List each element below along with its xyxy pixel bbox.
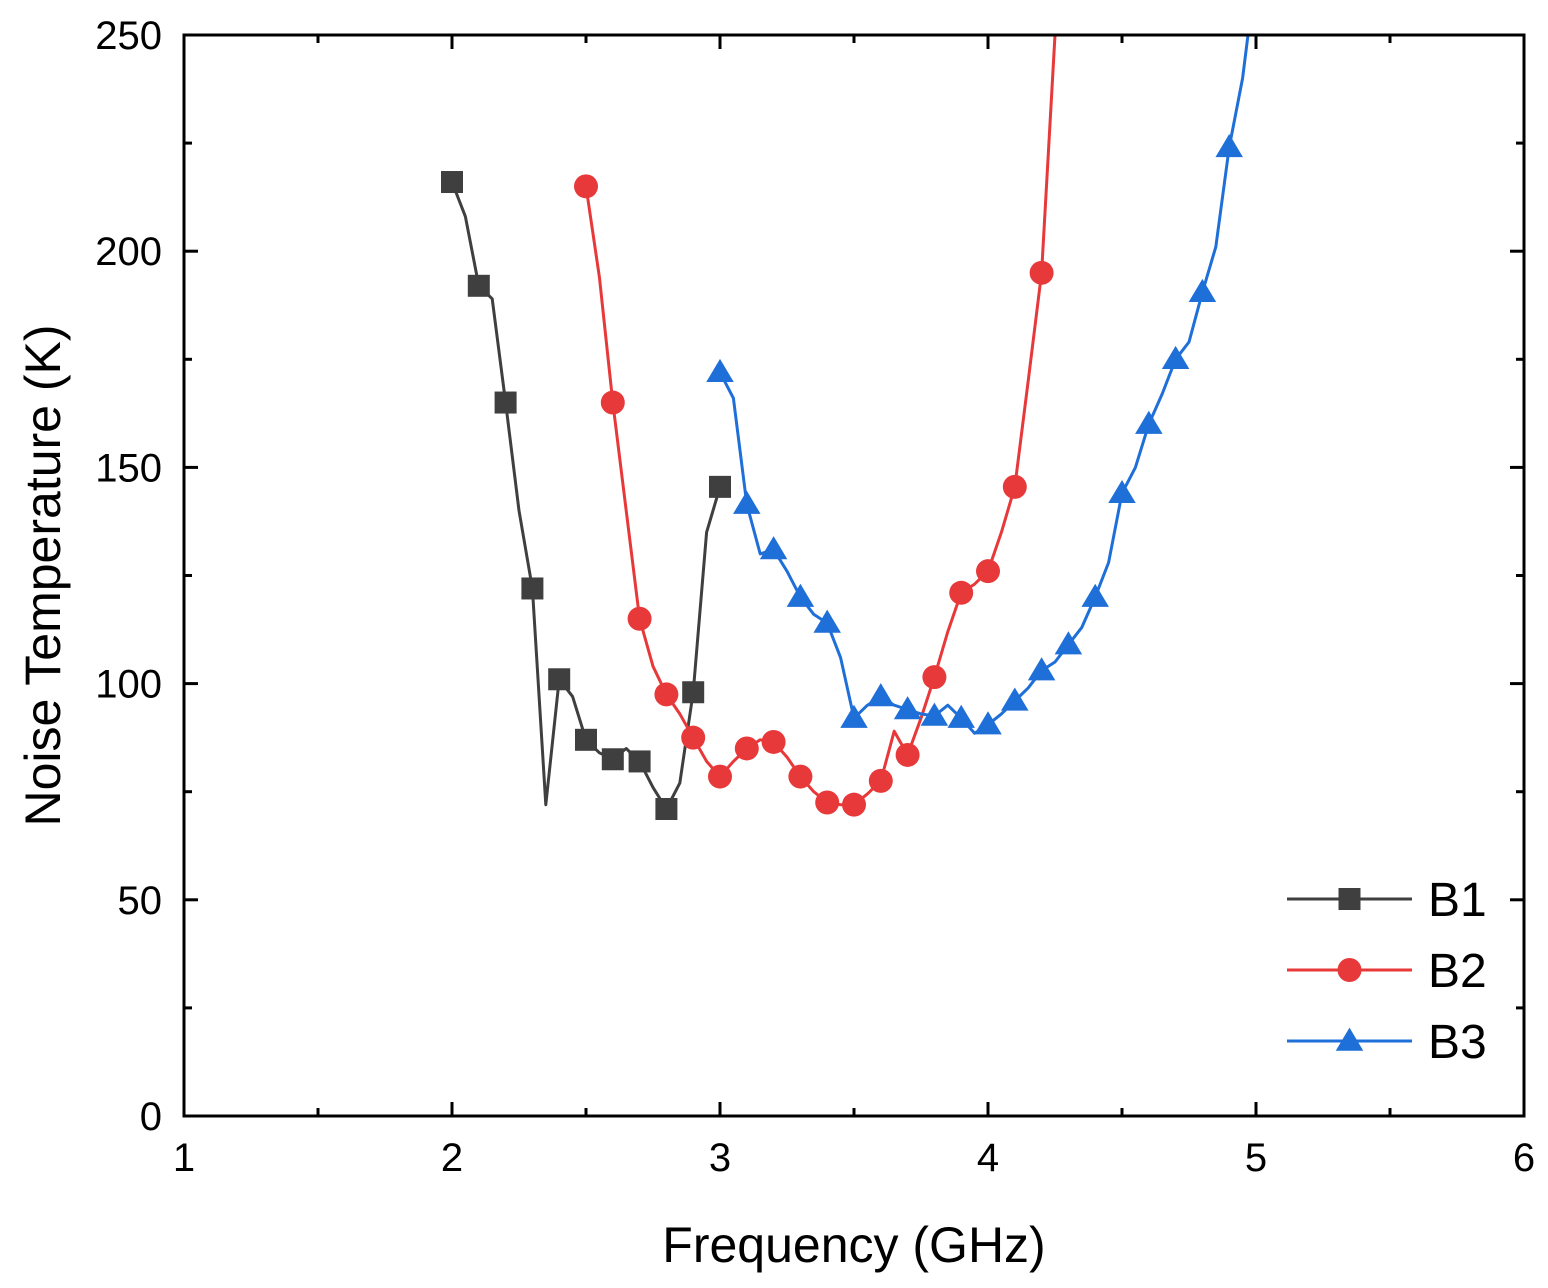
data-point-b3	[1161, 345, 1190, 370]
data-point-b3	[1215, 134, 1243, 158]
data-point-b1	[467, 274, 490, 297]
series-b1	[441, 171, 731, 820]
data-point-b3	[759, 536, 788, 560]
data-point-b2	[895, 742, 920, 767]
data-point-b3	[867, 683, 895, 707]
data-point-b1	[682, 681, 705, 704]
data-point-b1	[548, 668, 571, 691]
x-tick-label: 4	[977, 1136, 999, 1180]
data-point-b1	[709, 475, 731, 498]
data-point-b2	[654, 682, 679, 707]
data-point-b3	[1027, 657, 1056, 681]
x-axis-title: Frequency (GHz)	[662, 1217, 1045, 1273]
data-point-b2	[868, 768, 893, 793]
data-point-b1	[655, 797, 678, 820]
data-point-b3	[1054, 631, 1083, 655]
data-point-b2	[949, 580, 974, 605]
x-tick-label: 6	[1513, 1136, 1535, 1180]
data-point-b2	[708, 764, 732, 789]
data-point-b2	[627, 606, 652, 631]
data-point-b2	[600, 390, 625, 415]
data-point-b2	[922, 665, 947, 690]
data-point-b3	[733, 490, 761, 514]
data-point-b2	[976, 559, 1000, 584]
data-point-b3	[1081, 583, 1109, 607]
legend-item-b3: B3	[1287, 1016, 1487, 1069]
data-point-b3	[1001, 687, 1029, 711]
legend-label: B2	[1428, 945, 1487, 998]
x-tick-label: 1	[173, 1136, 195, 1180]
x-tick-label: 5	[1245, 1136, 1267, 1180]
data-point-b2	[1002, 474, 1027, 499]
data-point-b2	[788, 764, 813, 789]
data-point-b2	[842, 792, 866, 817]
y-tick-label: 200	[95, 230, 162, 274]
data-point-b1	[601, 748, 624, 771]
x-tick-label: 2	[441, 1136, 463, 1180]
data-point-b3	[786, 583, 815, 607]
data-point-b3	[893, 696, 922, 720]
data-point-b1	[628, 750, 651, 773]
y-axis-title: Noise Temperature (K)	[15, 324, 71, 826]
data-point-b3	[1188, 278, 1217, 302]
legend-label: B3	[1428, 1016, 1487, 1069]
legend-item-b2: B2	[1287, 945, 1487, 998]
data-point-b1	[441, 171, 463, 194]
y-tick-label: 100	[95, 663, 162, 707]
data-point-b2	[574, 174, 598, 199]
data-point-b3	[974, 711, 1002, 735]
legend-label: B1	[1428, 874, 1487, 927]
data-point-b1	[575, 728, 597, 751]
x-tick-label: 3	[709, 1136, 731, 1180]
data-point-b2	[761, 729, 786, 754]
data-point-b3	[706, 358, 734, 382]
data-point-b2	[1029, 260, 1054, 285]
data-point-b2	[681, 725, 706, 750]
legend-marker	[1338, 888, 1361, 910]
legend-marker	[1337, 958, 1362, 982]
data-point-b3	[920, 702, 949, 726]
legend-item-b1: B1	[1287, 874, 1487, 927]
data-point-b3	[813, 609, 841, 633]
y-tick-label: 0	[140, 1095, 162, 1139]
y-tick-label: 50	[118, 879, 163, 923]
data-point-b2	[815, 790, 840, 815]
legend-marker	[1335, 1027, 1364, 1051]
data-point-b1	[494, 391, 517, 414]
data-point-b3	[1108, 479, 1136, 504]
data-point-b1	[521, 577, 544, 600]
data-point-b3	[1135, 410, 1163, 434]
series-b2	[574, 35, 1057, 817]
data-point-b3	[947, 704, 975, 728]
series-b3	[706, 35, 1250, 735]
data-point-b2	[734, 736, 759, 761]
data-point-b3	[840, 704, 868, 728]
y-tick-label: 150	[95, 446, 162, 490]
y-tick-label: 250	[95, 14, 162, 58]
